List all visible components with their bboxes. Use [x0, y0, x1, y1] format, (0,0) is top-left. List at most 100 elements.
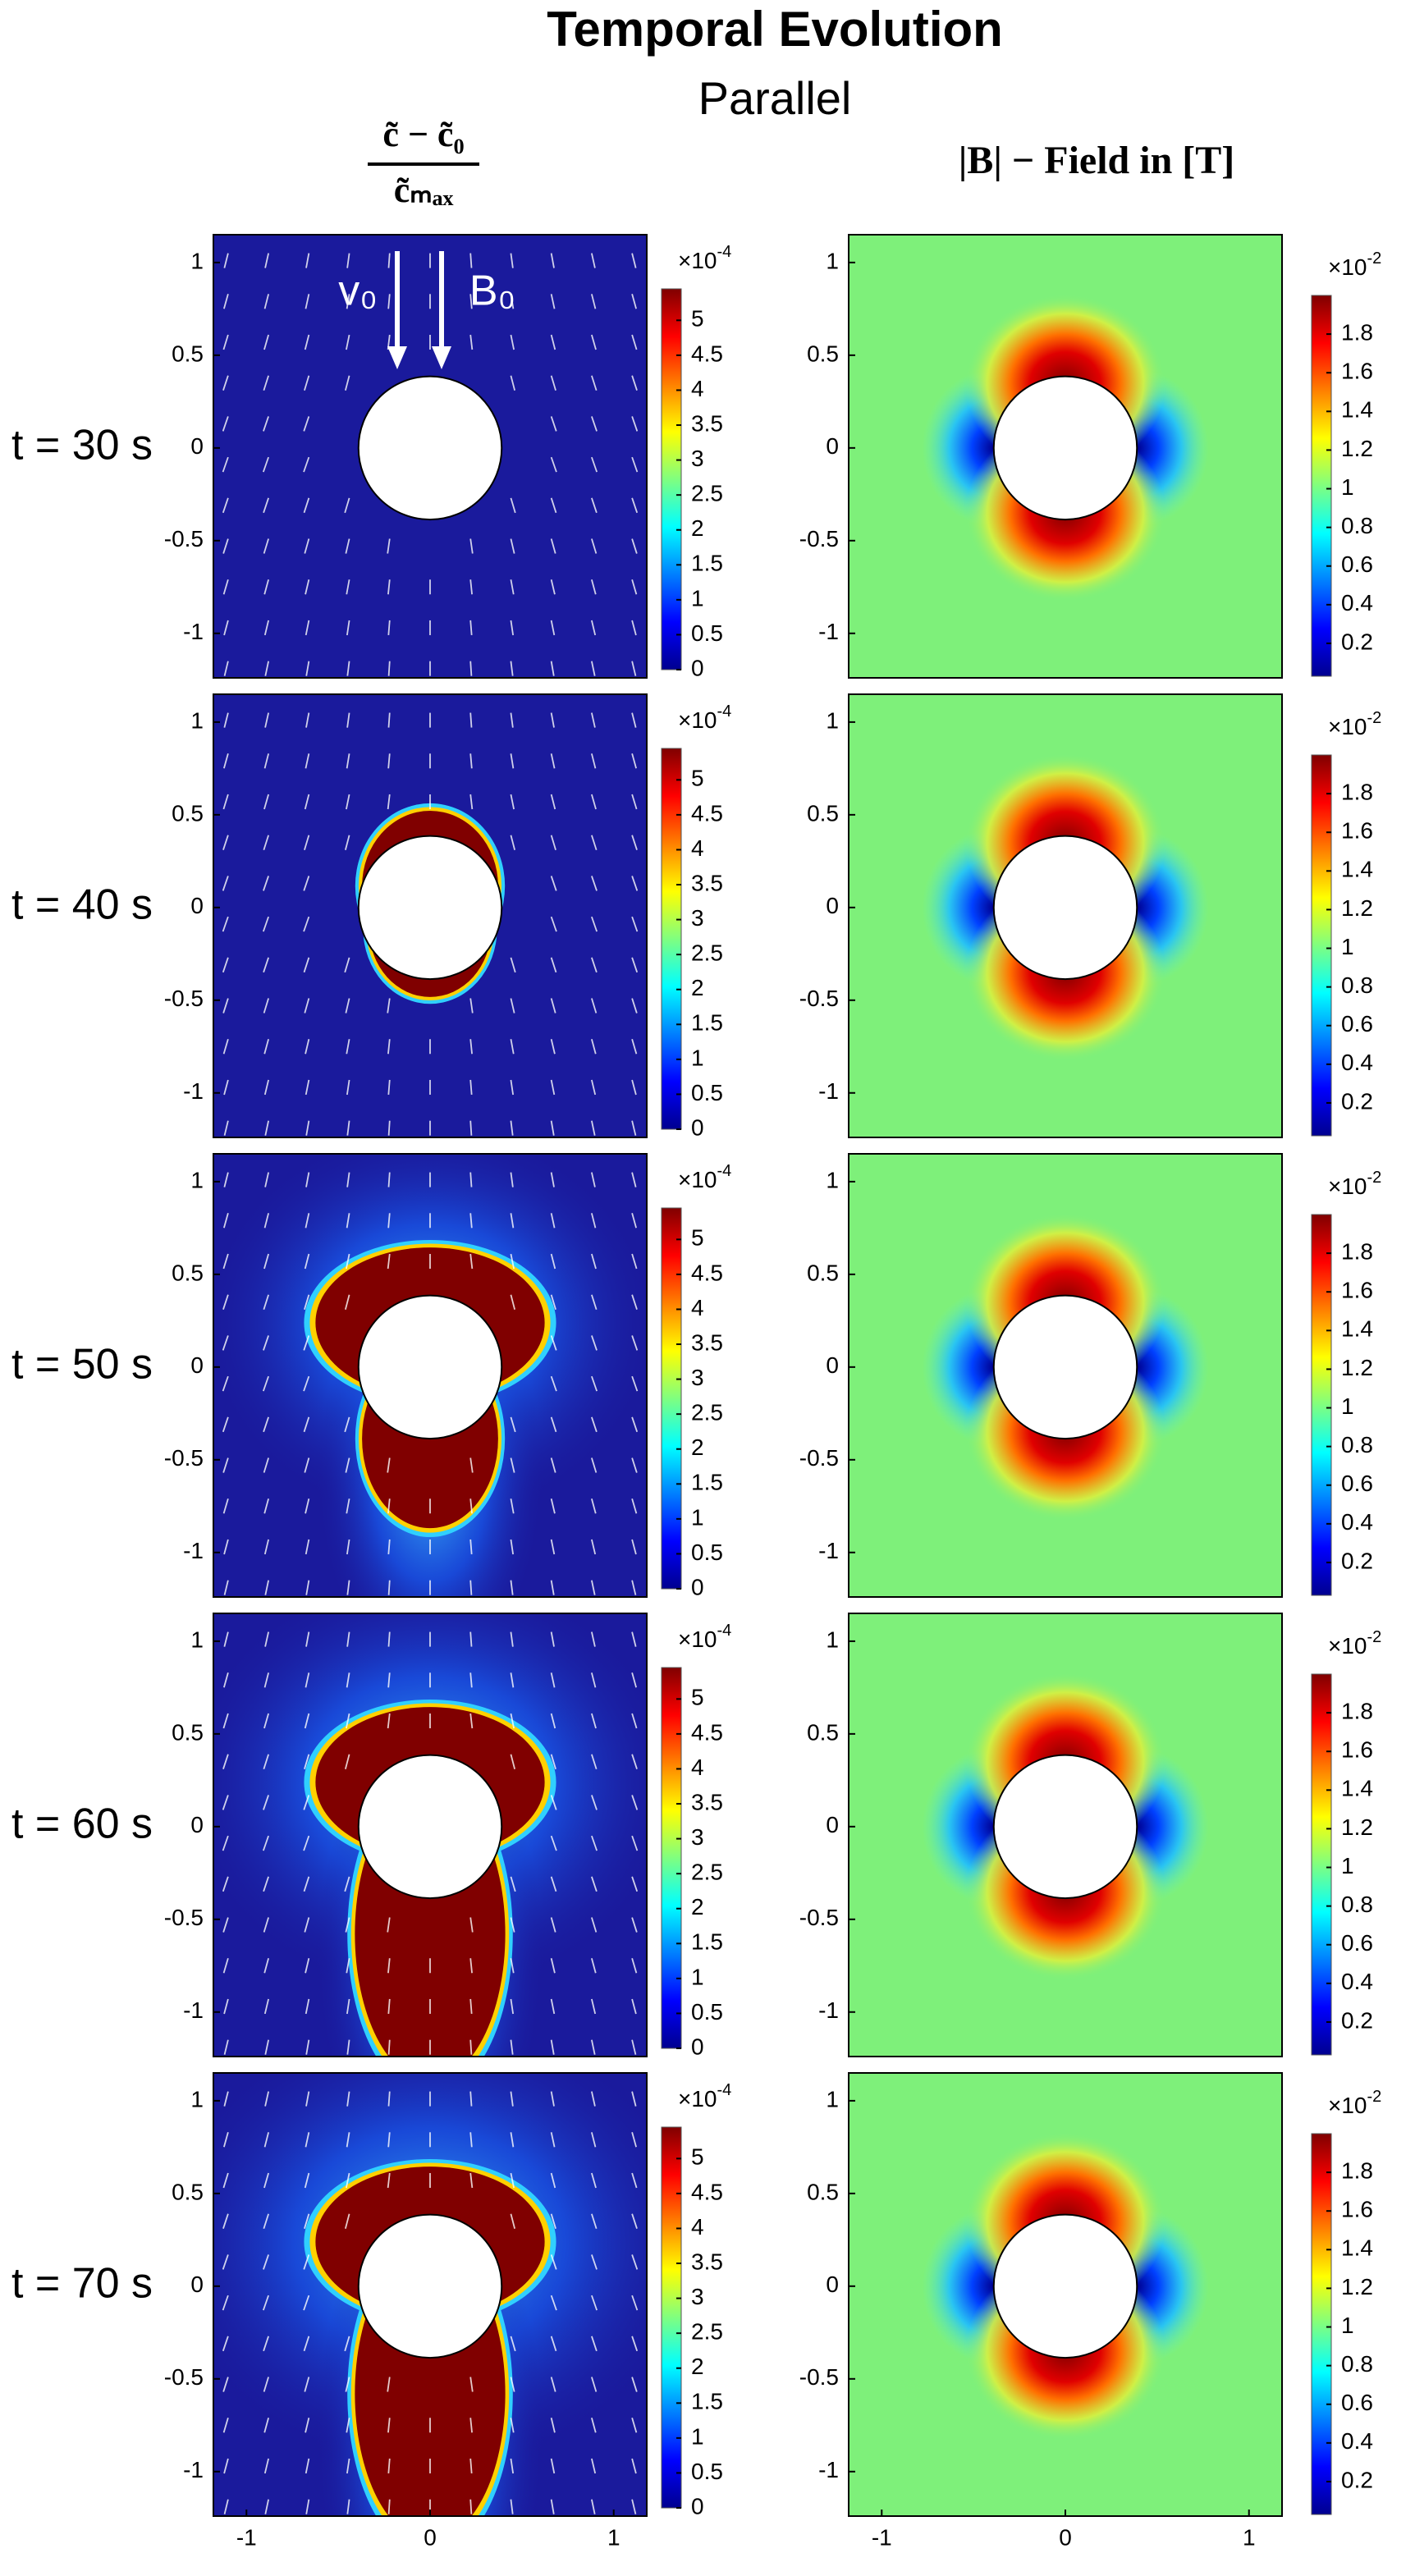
- velocity-arrow: [510, 1876, 516, 1892]
- velocity-arrow: [263, 1416, 269, 1433]
- colorbar-tick-label: 1.6: [1341, 1737, 1373, 1763]
- y-tick-label: 0.5: [172, 341, 204, 366]
- velocity-arrow: [222, 1835, 229, 1851]
- velocity-arrow: [510, 1580, 514, 1595]
- velocity-arrow: [222, 334, 229, 350]
- velocity-arrow: [387, 794, 391, 810]
- velocity-arrow: [303, 456, 310, 473]
- velocity-arrow: [469, 1213, 473, 1229]
- velocity-arrow: [510, 253, 514, 268]
- velocity-arrow: [263, 1998, 269, 2015]
- velocity-arrow: [222, 375, 229, 391]
- colorbar-tick-label: 3.5: [691, 410, 723, 436]
- velocity-arrow: [510, 2499, 514, 2514]
- velocity-arrow: [631, 2172, 638, 2189]
- velocity-arrow: [263, 1079, 269, 1096]
- velocity-arrow: [550, 2295, 557, 2311]
- velocity-arrow: [469, 1120, 473, 1136]
- multiplier-base: ×10: [678, 1627, 717, 1652]
- velocity-arrow: [631, 876, 639, 891]
- velocity-arrow: [550, 1039, 556, 1055]
- velocity-arrow: [346, 620, 350, 636]
- velocity-arrow: [346, 2172, 350, 2189]
- velocity-arrow: [591, 1498, 597, 1514]
- y-tick-label: 0.5: [807, 1260, 839, 1285]
- frame: [213, 1613, 648, 2057]
- velocity-arrow: [305, 1172, 310, 1187]
- velocity-arrow: [305, 1631, 310, 1647]
- velocity-arrow: [550, 294, 556, 309]
- y-tick-label: 0: [826, 1812, 839, 1837]
- colorbar-multiplier: ×10-4: [678, 243, 731, 273]
- velocity-arrow: [223, 753, 229, 769]
- velocity-arrow: [469, 712, 473, 728]
- y-tick-label: -1: [818, 619, 839, 644]
- y-tick-label: 1: [190, 2086, 204, 2112]
- velocity-arrow: [510, 2336, 516, 2352]
- y-tick-label: 1: [826, 248, 839, 273]
- velocity-arrow: [387, 1631, 391, 1647]
- velocity-arrow: [304, 2377, 310, 2392]
- velocity-arrow: [222, 835, 229, 850]
- x-tick-label: 1: [1243, 2524, 1256, 2550]
- velocity-arrow: [346, 294, 350, 309]
- velocity-arrow: [591, 1876, 598, 1892]
- velocity-arrow: [550, 2377, 556, 2392]
- y-tick-label: 1: [190, 1167, 204, 1192]
- velocity-arrow: [469, 2418, 473, 2433]
- y-tick-label: -1: [183, 619, 204, 644]
- colorbar-tick-label: 2: [691, 1434, 704, 1460]
- y-tick-label: 0: [826, 893, 839, 918]
- obstacle: [357, 835, 503, 981]
- velocity-arrow: [345, 2377, 350, 2392]
- velocity-arrow: [264, 1172, 269, 1187]
- velocity-arrow: [631, 2336, 639, 2352]
- velocity-arrow: [303, 1835, 310, 1851]
- velocity-arrow: [222, 1416, 229, 1433]
- x-tick-label: 1: [607, 2524, 620, 2550]
- multiplier-exponent: -4: [717, 1162, 732, 1180]
- colorbar-multiplier: ×10-2: [1328, 709, 1381, 739]
- velocity-arrow: [510, 753, 515, 769]
- velocity-arrow: [346, 1539, 350, 1555]
- velocity-arrow: [344, 957, 350, 973]
- velocity-arrow: [303, 1335, 310, 1351]
- velocity-arrow: [469, 294, 473, 309]
- multiplier-base: ×10: [678, 707, 717, 733]
- velocity-arrow: [550, 2499, 555, 2514]
- velocity-arrow: [550, 876, 557, 891]
- multiplier-exponent: -4: [717, 2081, 732, 2099]
- velocity-arrow: [510, 835, 516, 850]
- velocity-arrow: [591, 1039, 597, 1055]
- colorbar-tick-label: 0.8: [1341, 513, 1373, 538]
- velocity-arrow: [591, 1079, 597, 1096]
- colorbar-tick-label: 1.8: [1341, 1698, 1373, 1723]
- velocity-arrow: [223, 1539, 229, 1555]
- velocity-arrow: [344, 1876, 350, 1892]
- velocity-arrow: [631, 2499, 637, 2514]
- colorbar-tick-label: 4.5: [691, 1719, 723, 1745]
- velocity-arrow: [591, 538, 598, 554]
- velocity-arrow: [222, 1917, 229, 1933]
- velocity-arrow: [631, 1835, 639, 1851]
- colorbar-tick-label: 1.2: [1341, 436, 1373, 461]
- colorbar-tick-label: 5: [691, 2144, 704, 2170]
- velocity-arrow: [346, 1580, 350, 1595]
- velocity-arrow: [263, 2458, 269, 2474]
- velocity-arrow: [387, 1539, 391, 1555]
- velocity-arrow: [631, 835, 638, 850]
- velocity-arrow: [550, 416, 557, 432]
- colorbar: [661, 1667, 682, 2049]
- velocity-arrow: [387, 753, 391, 769]
- velocity-arrow: [631, 416, 639, 432]
- colorbar-tick-label: 5: [691, 306, 704, 332]
- velocity-arrow: [510, 1253, 515, 1270]
- velocity-arrow: [631, 538, 638, 554]
- annotation: v₀: [338, 268, 378, 315]
- velocity-arrow: [631, 1079, 637, 1096]
- velocity-arrow: [387, 1120, 391, 1136]
- velocity-arrow: [304, 1253, 310, 1270]
- velocity-arrow: [346, 1998, 350, 2015]
- colorbar-tick-label: 0.6: [1341, 551, 1373, 577]
- velocity-arrow: [346, 712, 350, 728]
